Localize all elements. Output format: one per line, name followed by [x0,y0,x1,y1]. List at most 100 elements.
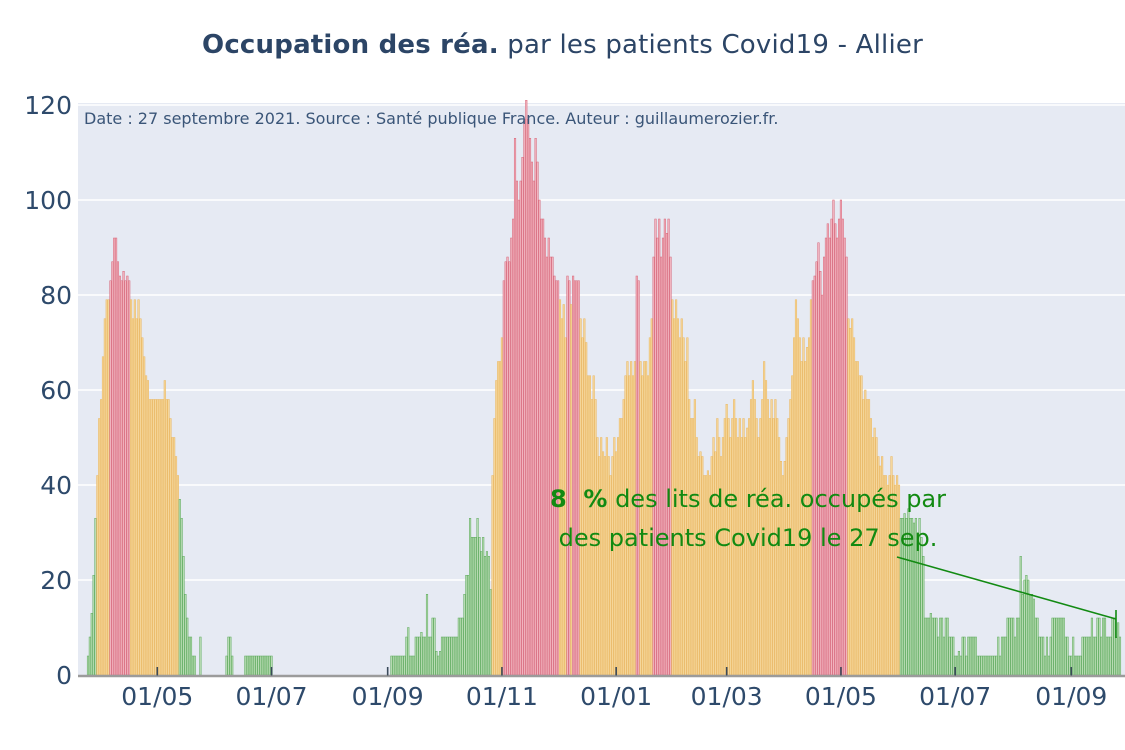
bar [823,256,826,676]
x-tick-label: 01/09 [352,682,424,711]
bar [832,199,835,676]
bar [974,636,977,676]
bar [156,399,159,676]
bar [1057,617,1060,676]
bar [944,617,947,676]
bar [152,399,155,676]
bar [933,617,936,676]
bar [184,594,187,676]
bar [160,399,163,676]
bar [536,161,539,676]
bar [253,655,256,676]
bar [470,537,474,676]
bar [424,636,427,676]
x-tick-label: 01/11 [466,682,538,711]
bar [1102,617,1105,676]
bar [969,636,972,676]
bar [126,275,129,676]
bar [577,280,580,676]
bar [116,261,120,676]
bar [815,261,818,676]
bar [1059,617,1062,676]
bar [811,280,814,676]
bar [109,280,112,676]
bar [394,655,397,676]
bar [1103,617,1107,676]
bar [191,655,194,676]
bar [540,218,543,676]
bar [101,356,105,676]
bar [130,299,133,676]
bar [439,651,442,676]
bar [135,318,138,676]
bar [500,337,503,676]
bar [444,636,447,676]
bar [532,180,535,676]
bar [1045,636,1049,676]
bar [420,632,423,676]
bar [115,237,118,676]
bar [525,100,528,676]
y-tick-label: 60 [40,376,72,405]
bar [1094,636,1097,676]
bar [534,138,537,676]
x-tick-label: 01/03 [691,682,763,711]
bar [249,655,252,676]
bar [935,617,938,676]
bar [1040,636,1043,676]
bar [489,589,492,676]
bar [836,237,839,676]
annotation: 8 % des lits de réa. occupés par des pat… [518,480,978,558]
bar [1053,617,1056,676]
bar [100,399,103,676]
bar [924,617,927,676]
annotation-value: 8 % [549,485,608,513]
bar [502,280,505,676]
bar [407,627,410,676]
bar [566,275,569,676]
bar [167,399,170,676]
y-tick-label: 40 [40,471,72,500]
bar [543,237,547,676]
bar [1096,617,1099,676]
bar [963,636,966,676]
bar [545,256,548,676]
bar [824,237,828,676]
bar [1079,655,1082,676]
bar [105,299,108,676]
bar [463,594,466,676]
bar [937,636,940,676]
bar [173,437,176,676]
bar [1047,655,1050,676]
bar [429,636,432,676]
bar [656,237,659,676]
x-tick-label: 01/01 [580,682,652,711]
bar [141,337,144,676]
y-tick-label: 120 [24,91,72,120]
bar [145,375,148,676]
bar [163,380,166,676]
bar [658,218,661,676]
bar [165,399,168,676]
bar [146,380,149,676]
bar [959,655,962,676]
bar [1049,636,1052,676]
chart-subtitle: Date : 27 septembre 2021. Source : Santé… [84,109,779,128]
bar [499,361,502,676]
bar [1062,617,1065,676]
bar [487,556,490,676]
bar [838,218,841,676]
bar [401,655,404,676]
bar [450,636,453,676]
bar [261,655,264,676]
bar [418,636,421,676]
bar [1081,636,1084,676]
bar [437,655,440,676]
bar [1090,617,1093,676]
bar [841,218,844,676]
bar [266,655,269,676]
bar [667,218,670,676]
bar [410,655,414,676]
bar [819,271,822,676]
bar [845,256,848,676]
